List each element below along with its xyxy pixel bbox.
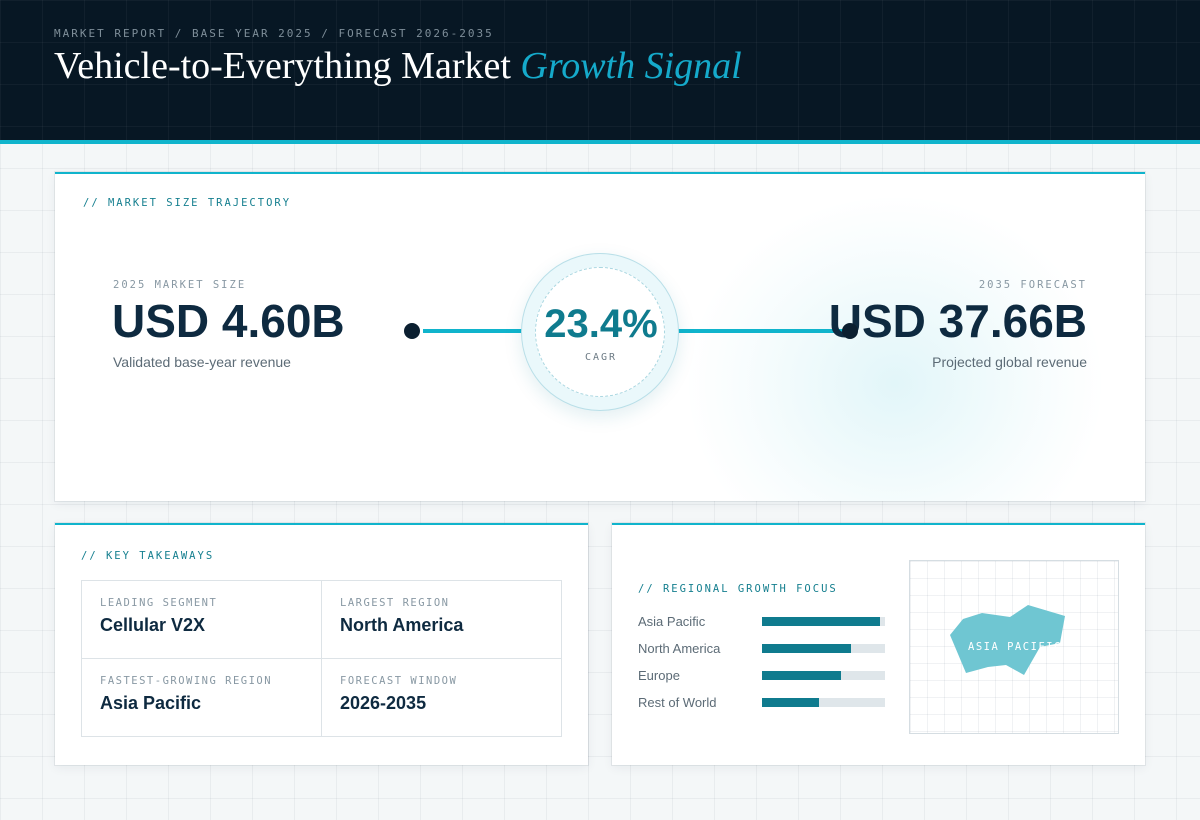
takeaway-value: Asia Pacific [100, 693, 202, 713]
region-bar-name: Asia Pacific [638, 614, 706, 629]
forecast-note: Projected global revenue [932, 354, 1087, 370]
map-region-label: ASIA PACIFIC [968, 641, 1062, 653]
region-map: ASIA PACIFIC [909, 560, 1119, 734]
region-bar-fill [762, 644, 851, 653]
takeaway-label: LEADING SEGMENT [100, 597, 218, 609]
region-bar-track [762, 617, 885, 626]
key-takeaways-card: // KEY TAKEAWAYS LEADING SEGMENT Cellula… [55, 523, 588, 765]
cagr-value: 23.4% [544, 302, 658, 346]
region-bar-row: Asia Pacific [638, 614, 888, 629]
regional-label: // REGIONAL GROWTH FOCUS [638, 583, 838, 595]
takeaway-value: 2026-2035 [340, 693, 427, 713]
base-note: Validated base-year revenue [113, 354, 291, 370]
report-eyebrow: MARKET REPORT / BASE YEAR 2025 / FORECAS… [54, 27, 494, 40]
regional-growth-card: // REGIONAL GROWTH FOCUS Asia Pacific No… [612, 523, 1145, 765]
region-bar-row: Europe [638, 668, 888, 683]
takeaways-grid: LEADING SEGMENT Cellular V2X LARGEST REG… [81, 580, 562, 737]
takeaway-value: North America [340, 615, 464, 635]
takeaways-label: // KEY TAKEAWAYS [81, 550, 215, 562]
title-main: Vehicle-to-Everything Market [54, 45, 511, 87]
region-bar-track [762, 644, 885, 653]
region-bar-row: North America [638, 641, 888, 656]
takeaway-value: Cellular V2X [100, 615, 206, 635]
trajectory-label: // MARKET SIZE TRAJECTORY [83, 197, 292, 209]
cagr-badge-inner: 23.4% CAGR [535, 267, 665, 397]
base-point-dot [404, 323, 420, 339]
region-bar-name: Europe [638, 668, 680, 683]
forecast-glow [685, 194, 1105, 501]
region-bar-name: North America [638, 641, 721, 656]
region-bar-name: Rest of World [638, 695, 717, 710]
report-header: MARKET REPORT / BASE YEAR 2025 / FORECAS… [0, 0, 1200, 144]
cagr-label: CAGR [584, 352, 618, 363]
region-bar-fill [762, 671, 841, 680]
page-title: Vehicle-to-Everything Market Growth Sign… [54, 44, 742, 88]
forecast-caption: 2035 FORECAST [978, 279, 1087, 291]
region-bar-fill [762, 617, 881, 626]
region-bar-fill [762, 698, 819, 707]
asia-pacific-map-shape [950, 605, 1065, 675]
market-size-trajectory-card: // MARKET SIZE TRAJECTORY 2025 MARKET SI… [55, 172, 1145, 501]
title-accent: Growth Signal [520, 45, 742, 87]
takeaway-label: FORECAST WINDOW [340, 675, 458, 687]
cagr-badge: 23.4% CAGR [521, 253, 679, 411]
takeaway-label: FASTEST-GROWING REGION [100, 675, 273, 687]
takeaway-forecast-window: FORECAST WINDOW 2026-2035 [322, 659, 562, 737]
forecast-value: USD 37.66B [828, 295, 1087, 347]
takeaway-fastest-growing-region: FASTEST-GROWING REGION Asia Pacific [82, 659, 322, 737]
takeaway-largest-region: LARGEST REGION North America [322, 581, 562, 659]
takeaway-leading-segment: LEADING SEGMENT Cellular V2X [82, 581, 322, 659]
base-caption: 2025 MARKET SIZE [113, 279, 247, 291]
region-bar-track [762, 671, 885, 680]
region-bar-track [762, 698, 885, 707]
takeaway-label: LARGEST REGION [340, 597, 450, 609]
region-bar-row: Rest of World [638, 695, 888, 710]
forecast-point-dot [842, 323, 858, 339]
base-value: USD 4.60B [112, 295, 345, 347]
